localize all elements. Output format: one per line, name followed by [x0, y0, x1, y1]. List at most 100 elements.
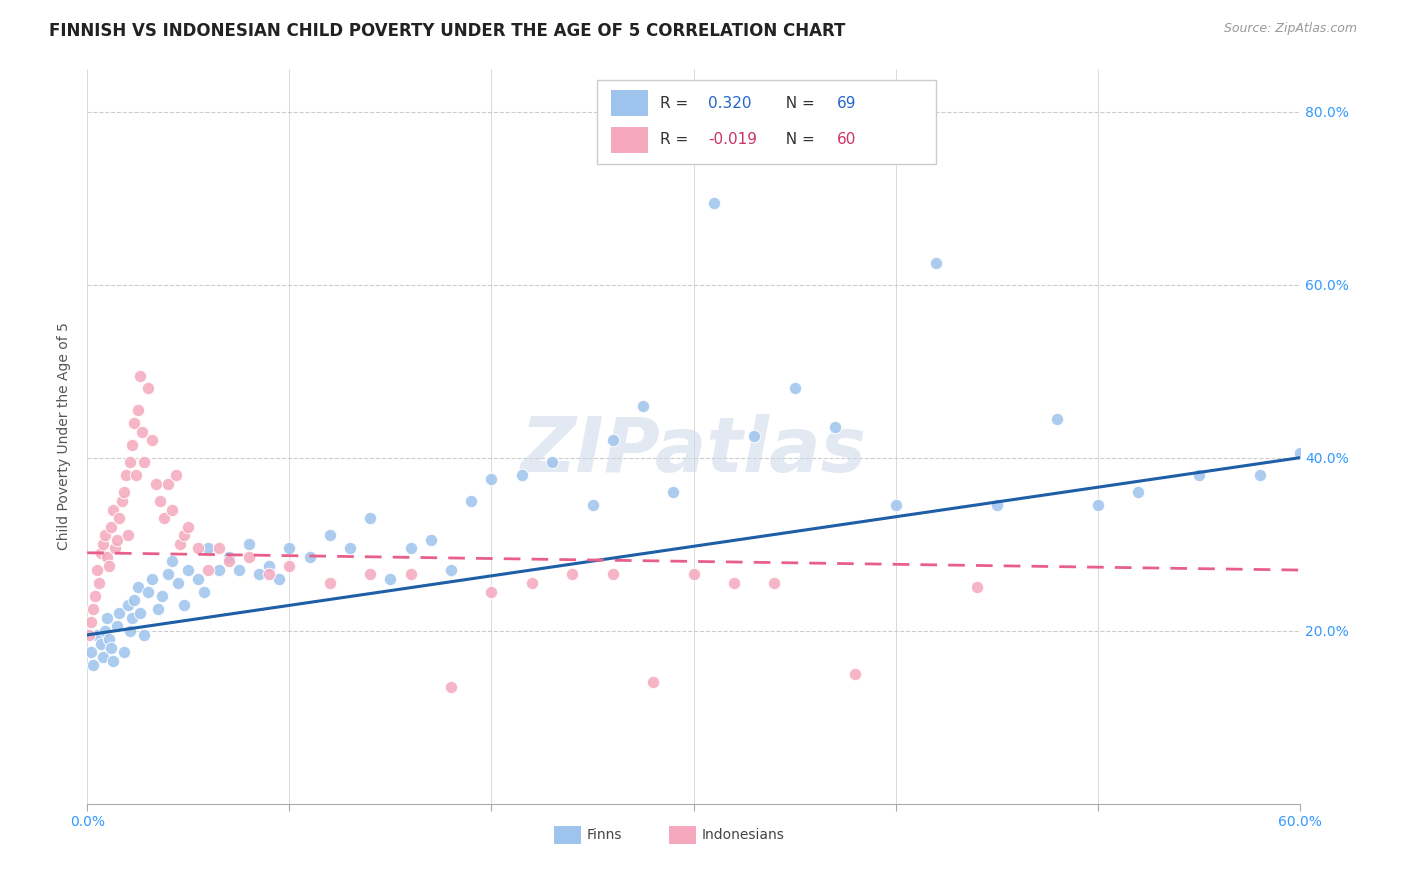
Text: R =: R =: [659, 95, 693, 111]
Point: [118, 455, 141, 469]
Point: [763, 576, 786, 591]
Point: [82, 658, 104, 673]
Point: [132, 455, 155, 469]
Point: [103, 502, 125, 516]
Point: [112, 485, 135, 500]
Point: [98, 632, 121, 647]
Point: [218, 554, 240, 568]
Point: [510, 467, 533, 482]
Point: [187, 572, 209, 586]
Point: [141, 572, 163, 586]
Point: [82, 602, 104, 616]
Point: [128, 368, 150, 383]
Point: [278, 541, 301, 556]
Point: [112, 645, 135, 659]
Text: Source: ZipAtlas.com: Source: ZipAtlas.com: [1223, 22, 1357, 36]
Point: [165, 467, 187, 482]
Point: [187, 541, 209, 556]
Point: [298, 550, 321, 565]
Point: [86, 563, 108, 577]
Point: [197, 563, 219, 577]
Point: [723, 576, 745, 591]
Point: [117, 528, 139, 542]
Point: [104, 541, 127, 556]
Point: [359, 567, 381, 582]
Point: [1128, 485, 1150, 500]
Point: [141, 434, 163, 448]
Point: [319, 528, 342, 542]
Text: Finns: Finns: [586, 828, 623, 842]
Point: [132, 628, 155, 642]
Point: [228, 563, 250, 577]
Point: [966, 580, 988, 594]
Point: [643, 675, 665, 690]
Point: [269, 572, 291, 586]
Point: [207, 563, 229, 577]
Point: [177, 520, 200, 534]
Point: [541, 455, 564, 469]
Point: [1289, 446, 1312, 460]
Point: [561, 567, 583, 582]
Point: [100, 520, 122, 534]
Point: [460, 494, 482, 508]
Point: [122, 593, 145, 607]
Text: N =: N =: [776, 95, 820, 111]
Point: [481, 472, 503, 486]
Point: [94, 528, 117, 542]
Point: [319, 576, 342, 591]
Point: [1188, 467, 1211, 482]
Text: 69: 69: [837, 95, 856, 111]
Point: [193, 584, 215, 599]
Point: [98, 558, 121, 573]
Point: [160, 502, 183, 516]
Point: [520, 576, 543, 591]
Point: [218, 550, 240, 565]
FancyBboxPatch shape: [596, 79, 936, 164]
Point: [844, 666, 866, 681]
Point: [117, 598, 139, 612]
Point: [662, 485, 685, 500]
Point: [173, 528, 195, 542]
Point: [440, 563, 463, 577]
Point: [207, 541, 229, 556]
Point: [86, 628, 108, 642]
Point: [380, 572, 402, 586]
Point: [238, 550, 260, 565]
Text: N =: N =: [776, 132, 820, 147]
Point: [884, 498, 907, 512]
Text: 60: 60: [837, 132, 856, 147]
Point: [96, 610, 118, 624]
Point: [197, 541, 219, 556]
Text: 0.320: 0.320: [709, 95, 752, 111]
Point: [257, 567, 280, 582]
Point: [399, 567, 422, 582]
Point: [118, 624, 141, 638]
FancyBboxPatch shape: [554, 826, 581, 844]
Point: [1087, 498, 1109, 512]
FancyBboxPatch shape: [612, 127, 648, 153]
Point: [96, 550, 118, 565]
Point: [703, 195, 725, 210]
Point: [89, 576, 111, 591]
Point: [91, 649, 114, 664]
Point: [80, 615, 103, 629]
Point: [110, 494, 132, 508]
Point: [481, 584, 503, 599]
Point: [581, 498, 603, 512]
Point: [131, 425, 153, 439]
Text: FINNISH VS INDONESIAN CHILD POVERTY UNDER THE AGE OF 5 CORRELATION CHART: FINNISH VS INDONESIAN CHILD POVERTY UNDE…: [49, 22, 845, 40]
Point: [121, 438, 143, 452]
Point: [146, 602, 169, 616]
Point: [177, 563, 200, 577]
Point: [278, 558, 301, 573]
Point: [359, 511, 381, 525]
FancyBboxPatch shape: [669, 826, 696, 844]
Point: [127, 403, 149, 417]
Point: [80, 645, 103, 659]
Point: [682, 567, 704, 582]
Point: [238, 537, 260, 551]
Point: [114, 467, 136, 482]
Point: [136, 584, 159, 599]
Point: [169, 537, 191, 551]
Point: [107, 533, 129, 547]
